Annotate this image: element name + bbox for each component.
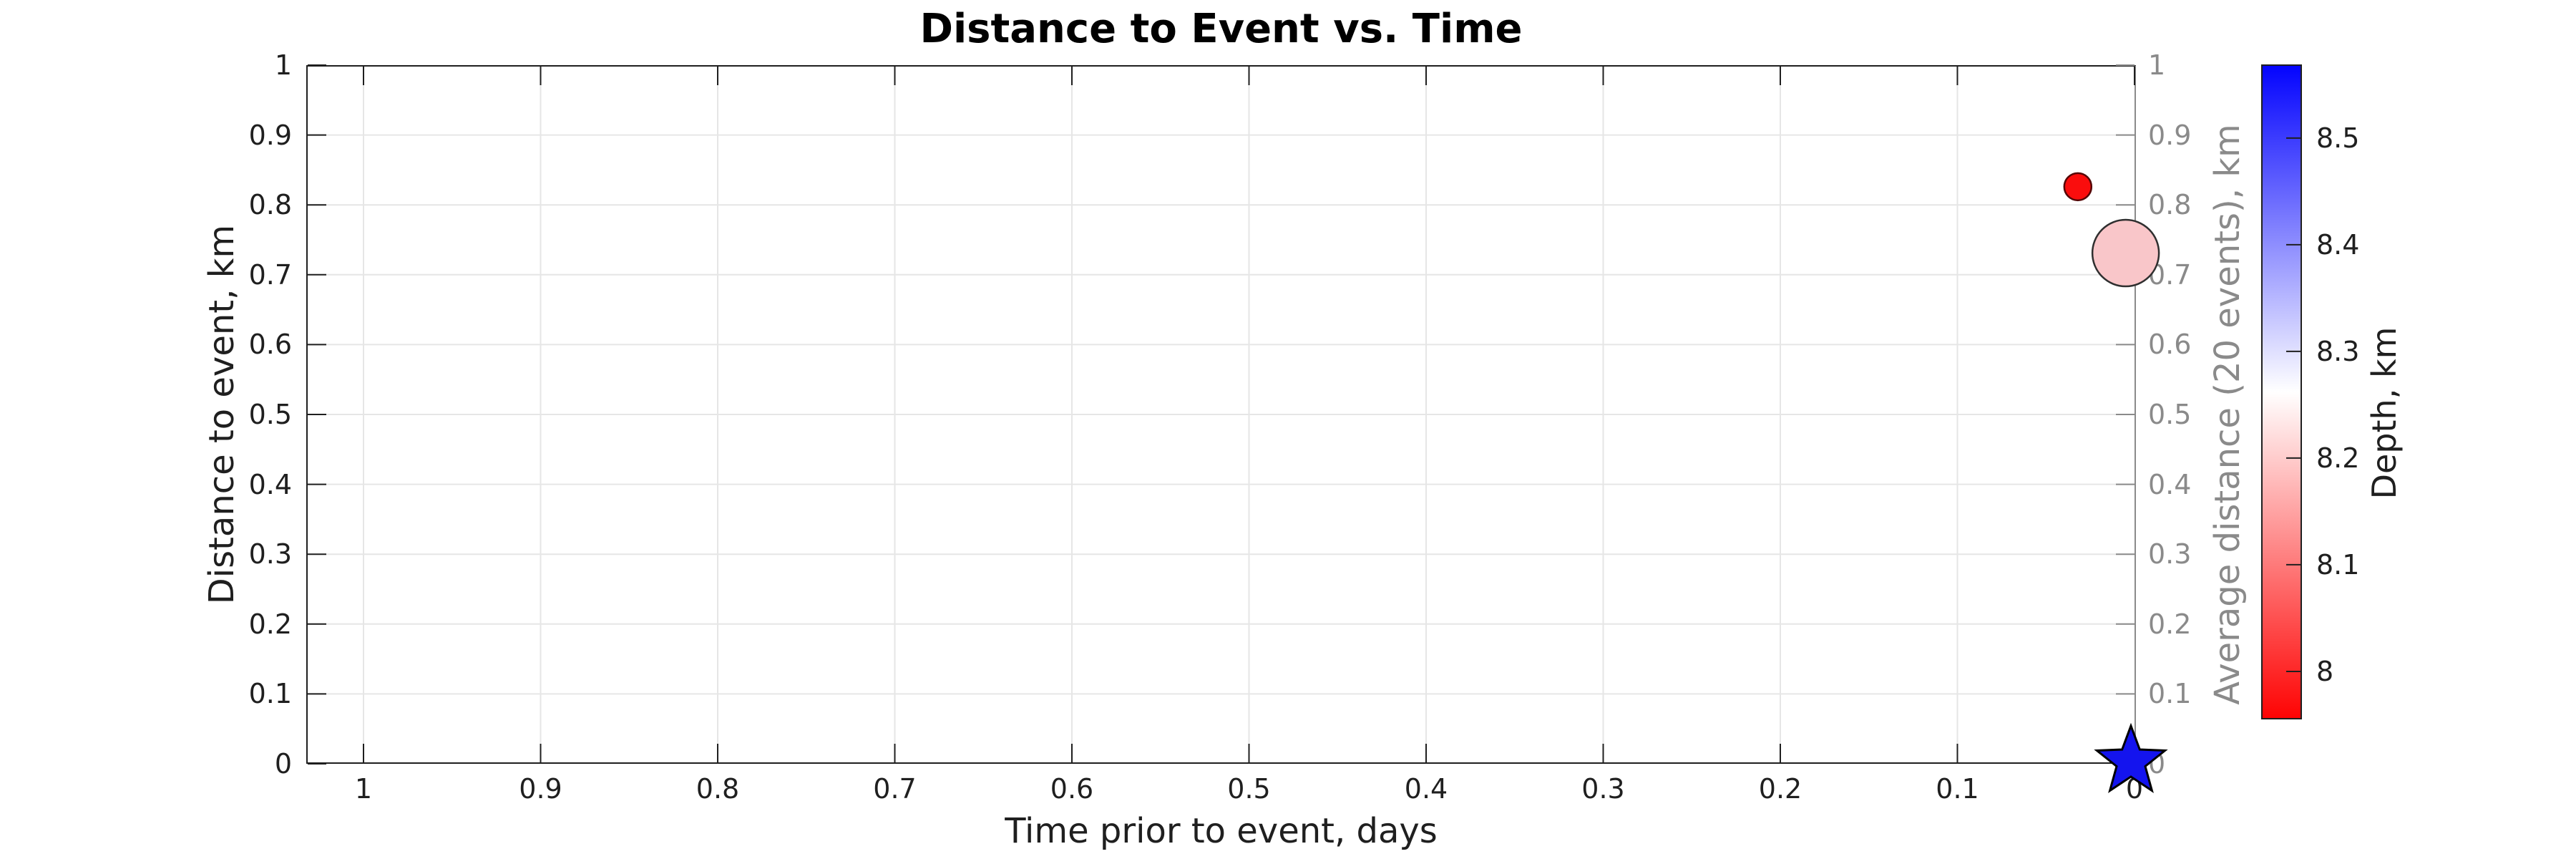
y-tick-label-left: 0.1: [248, 678, 292, 710]
y-tick-label-right: 0.1: [2148, 678, 2192, 710]
y-axis-label-right: Average distance (20 events), km: [2207, 124, 2248, 705]
y-tick-label-left: 0.3: [248, 538, 292, 571]
y-tick-label-left: 0.9: [248, 119, 292, 151]
x-tick-label: 1: [354, 773, 373, 805]
x-tick-label: 0.9: [519, 773, 562, 805]
y-tick-label-right: 0.4: [2148, 468, 2192, 500]
colorbar-tick-label: 8.3: [2316, 335, 2360, 367]
y-tick-label-left: 0.5: [248, 399, 292, 430]
x-tick-label: 0.4: [1404, 773, 1448, 805]
colorbar-tick-label: 8.5: [2316, 122, 2360, 154]
y-tick-label-right: 0.2: [2148, 608, 2192, 640]
y-tick-label-right: 0.9: [2148, 119, 2192, 151]
colorbar-tick-label: 8.4: [2316, 228, 2360, 261]
x-tick-label: 0: [2125, 773, 2144, 805]
y-tick-label-right: 0.5: [2148, 399, 2192, 430]
colorbar-tick-label: 8: [2316, 655, 2334, 687]
chart-title: Distance to Event vs. Time: [919, 6, 1523, 52]
x-axis-label: Time prior to event, days: [1005, 811, 1438, 851]
y-tick-label-right: 0.8: [2148, 189, 2192, 221]
y-axis-label-left: Distance to event, km: [202, 224, 242, 605]
y-tick-label-left: 0.8: [248, 189, 292, 221]
x-tick-label: 0.3: [1581, 773, 1625, 805]
y-tick-label-right: 0.6: [2148, 329, 2192, 361]
x-tick-label: 0.8: [696, 773, 740, 805]
y-tick-label-left: 0.2: [248, 608, 292, 640]
y-tick-label-right: 0.3: [2148, 538, 2192, 571]
x-tick-label: 0.6: [1050, 773, 1094, 805]
colorbar-tick-label: 8.2: [2316, 442, 2360, 474]
y-tick-label-left: 0.6: [248, 329, 292, 361]
y-tick-label-left: 0.4: [248, 468, 292, 500]
plot-area: [306, 65, 2136, 764]
y-tick-label-right: 0.7: [2148, 258, 2192, 291]
x-tick-label: 0.2: [1758, 773, 1802, 805]
x-tick-label: 0.7: [873, 773, 917, 805]
colorbar-tick-label: 8.1: [2316, 548, 2360, 581]
x-tick-label: 0.1: [1936, 773, 1979, 805]
y-tick-label-left: 0: [274, 748, 292, 780]
y-tick-label-right: 1: [2148, 49, 2166, 81]
x-tick-label: 0.5: [1227, 773, 1271, 805]
y-tick-label-right: 0: [2148, 748, 2166, 780]
y-tick-label-left: 1: [274, 49, 292, 81]
colorbar: [2261, 64, 2302, 719]
y-tick-label-left: 0.7: [248, 258, 292, 291]
colorbar-label: Depth, km: [2365, 326, 2404, 500]
